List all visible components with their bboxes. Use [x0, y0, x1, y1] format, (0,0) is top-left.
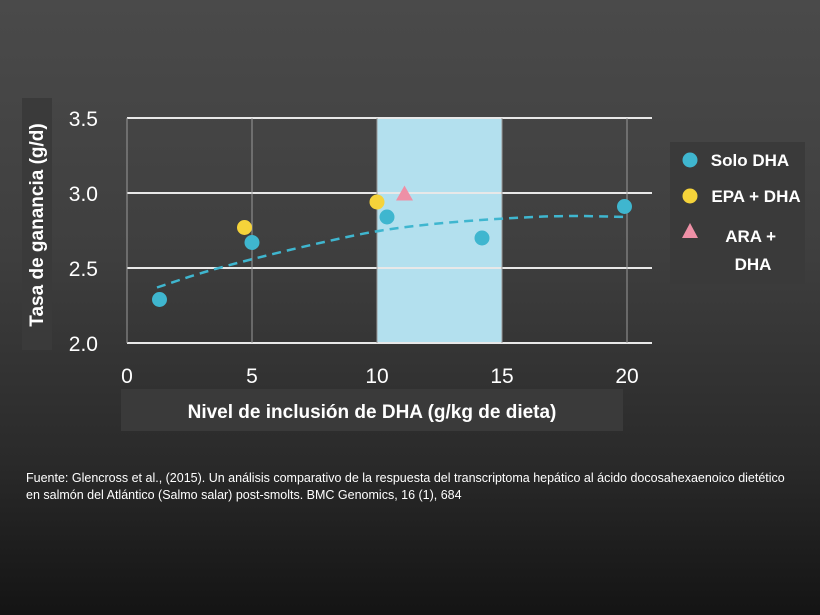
data-point-epa-dha [237, 220, 252, 235]
legend-marker-epa-dha [682, 188, 698, 204]
x-axis-label: Nivel de inclusión de DHA (g/kg de dieta… [188, 402, 557, 423]
points-layer [152, 185, 632, 307]
y-axis-label: Tasa de ganancia (g/d) [27, 123, 48, 326]
ticks-layer: 2.0 2.5 3.0 3.5 0 5 10 15 20 [69, 108, 639, 388]
data-point-ara-dha [396, 185, 413, 201]
data-point-solo-dha [244, 235, 260, 250]
trend-line [156, 214, 628, 289]
y-tick-label: 3.0 [69, 183, 98, 206]
highlight-band [377, 118, 502, 343]
trend-layer [156, 214, 628, 289]
x-tick-label: 20 [615, 365, 638, 388]
y-tick-label: 2.5 [69, 258, 98, 281]
data-point-epa-dha [369, 194, 385, 210]
legend-label-solo-dha: Solo DHA [711, 151, 789, 170]
highlight-band-layer [377, 118, 502, 343]
legend: Solo DHA EPA + DHA ARA + DHA [682, 151, 801, 274]
x-tick-label: 0 [121, 365, 133, 388]
legend-label-ara-dha: ARA + DHA [725, 227, 781, 274]
legend-marker-ara-dha [682, 223, 698, 238]
source-citation: Fuente: Glencross et al., (2015). Un aná… [26, 471, 785, 502]
legend-label-epa-dha: EPA + DHA [711, 187, 800, 206]
x-tick-label: 5 [246, 365, 258, 388]
y-tick-label: 3.5 [69, 108, 98, 131]
x-tick-label: 10 [365, 365, 388, 388]
y-tick-label: 2.0 [69, 333, 98, 356]
y-axis-label-box [22, 98, 52, 350]
data-point-solo-dha [617, 199, 632, 214]
legend-marker-solo-dha [682, 152, 698, 168]
data-point-solo-dha [152, 292, 167, 307]
data-point-solo-dha [379, 209, 395, 225]
x-axis-label-box [121, 389, 623, 431]
data-point-solo-dha [474, 230, 490, 246]
x-tick-label: 15 [490, 365, 513, 388]
